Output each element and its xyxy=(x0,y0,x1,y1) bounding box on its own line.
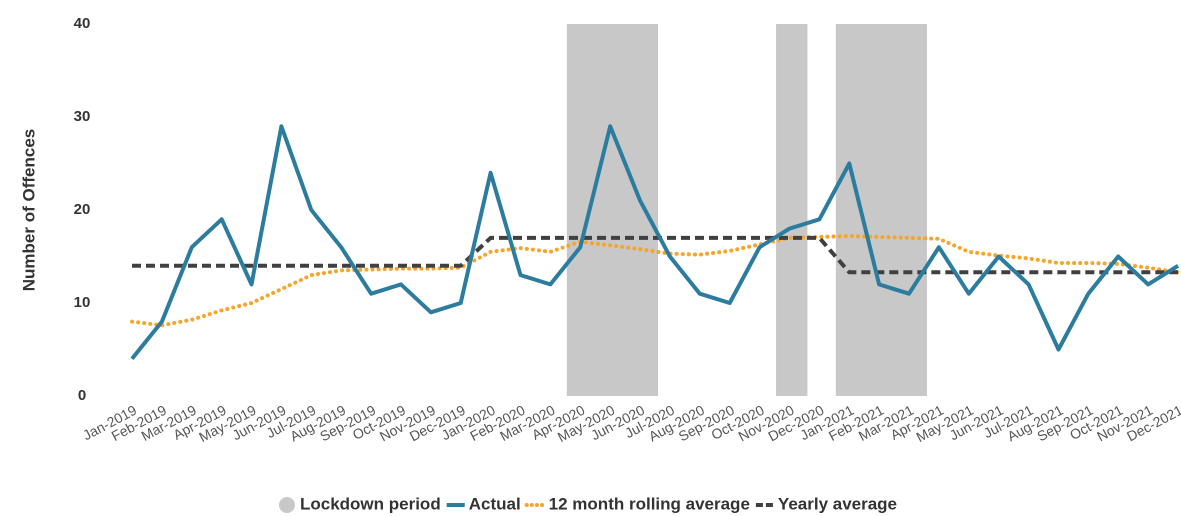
legend-label: Lockdown period xyxy=(300,494,441,513)
series-line xyxy=(130,234,1180,328)
series-line xyxy=(130,124,1180,361)
legend-label: Actual xyxy=(469,494,521,513)
legend-label: Yearly average xyxy=(778,494,897,513)
y-tick-label: 20 xyxy=(74,201,91,218)
y-tick-label: 30 xyxy=(74,108,91,125)
lockdown-band xyxy=(566,24,658,396)
y-tick-label: 40 xyxy=(74,15,91,32)
legend-swatch xyxy=(278,497,295,513)
lockdown-band xyxy=(776,24,808,396)
legend-label: 12 month rolling average xyxy=(549,494,750,513)
y-tick-label: 0 xyxy=(78,387,86,404)
band-layer xyxy=(566,24,927,396)
y-tick-label: 10 xyxy=(74,294,91,311)
legend: Lockdown period Actual 12 month rolling av… xyxy=(278,494,897,513)
y-axis-label: Number of Offences xyxy=(19,129,38,291)
series-line xyxy=(132,235,1178,275)
lockdown-band xyxy=(835,24,927,396)
